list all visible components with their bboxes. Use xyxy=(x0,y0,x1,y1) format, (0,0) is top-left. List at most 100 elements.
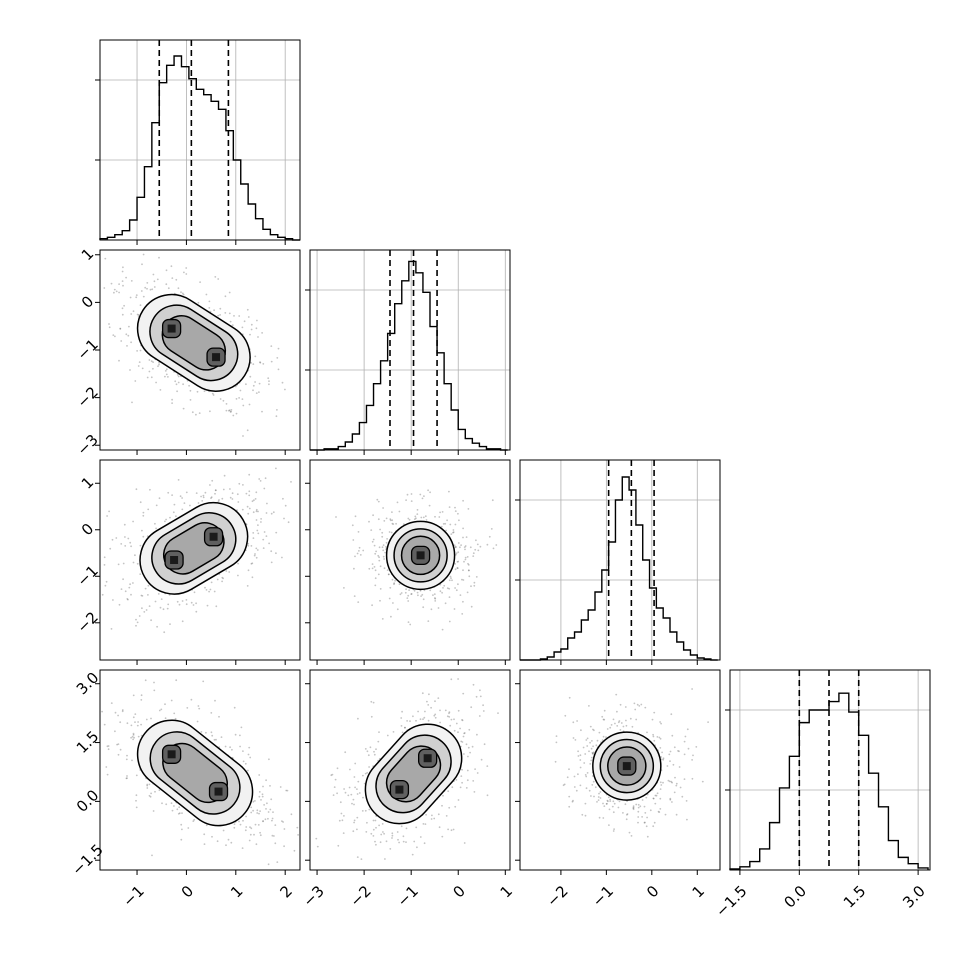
scatter-point xyxy=(256,809,259,812)
scatter-point xyxy=(276,409,278,411)
scatter-point xyxy=(459,594,462,596)
scatter-point xyxy=(271,834,274,837)
scatter-point xyxy=(423,842,426,845)
scatter-point xyxy=(408,518,411,521)
scatter-point xyxy=(256,812,259,814)
scatter-point xyxy=(664,813,667,816)
scatter-point xyxy=(669,760,671,762)
x-tick-label: −1.5 xyxy=(712,882,750,920)
scatter-point xyxy=(103,556,106,559)
scatter-point xyxy=(584,774,587,776)
scatter-point xyxy=(150,717,152,720)
scatter-point xyxy=(407,621,410,623)
scatter-point xyxy=(643,805,646,808)
scatter-point xyxy=(383,832,385,835)
scatter-point xyxy=(573,775,576,778)
scatter-point xyxy=(103,723,106,726)
scatter-point xyxy=(592,780,595,783)
scatter-point xyxy=(162,608,165,611)
scatter-point xyxy=(139,573,142,575)
scatter-point xyxy=(357,601,360,603)
scatter-point xyxy=(412,715,414,718)
scatter-point xyxy=(467,569,470,572)
scatter-point xyxy=(262,538,265,541)
scatter-point xyxy=(613,828,615,830)
scatter-point xyxy=(364,772,367,775)
scatter-point xyxy=(660,756,662,758)
scatter-point xyxy=(214,699,216,702)
scatter-point xyxy=(400,592,403,594)
scatter-point xyxy=(411,853,414,856)
scatter-point xyxy=(152,361,155,363)
scatter-point xyxy=(384,858,386,860)
scatter-point xyxy=(417,710,419,713)
x-tick-label: −1 xyxy=(394,882,422,910)
scatter-point xyxy=(377,554,380,557)
scatter-point xyxy=(464,548,466,551)
density-peak-core xyxy=(416,551,425,560)
scatter-point xyxy=(132,582,134,584)
scatter-point xyxy=(126,775,128,777)
scatter-point xyxy=(265,512,268,514)
scatter-point xyxy=(410,500,413,502)
scatter-point xyxy=(146,784,149,787)
scatter-point xyxy=(197,502,200,504)
scatter-point xyxy=(127,537,130,540)
scatter-point xyxy=(456,567,459,569)
scatter-point xyxy=(454,568,457,571)
scatter-point xyxy=(646,731,648,734)
scatter-point xyxy=(246,429,249,432)
scatter-point xyxy=(581,813,584,816)
scatter-point xyxy=(351,524,354,527)
scatter-point xyxy=(374,569,377,572)
scatter-point xyxy=(396,608,399,611)
scatter-point xyxy=(293,849,296,852)
scatter-point xyxy=(252,537,255,539)
scatter-point xyxy=(277,368,280,371)
scatter-point xyxy=(205,731,207,734)
scatter-point xyxy=(136,621,139,624)
x-tick-label: 0.0 xyxy=(780,882,810,912)
scatter-point xyxy=(574,739,577,741)
scatter-point xyxy=(285,789,288,792)
scatter-point xyxy=(153,286,156,288)
scatter-point xyxy=(263,531,266,533)
scatter-point xyxy=(195,492,198,494)
scatter-point xyxy=(253,499,255,502)
scatter-point xyxy=(466,769,469,772)
scatter-point xyxy=(583,762,586,764)
scatter-point xyxy=(427,620,430,622)
scatter-point xyxy=(646,816,648,819)
scatter-point xyxy=(378,731,380,733)
scatter-point xyxy=(462,499,464,502)
scatter-point xyxy=(417,594,419,597)
scatter-point xyxy=(281,820,283,822)
scatter-point xyxy=(282,497,284,500)
scatter-point xyxy=(370,715,373,718)
scatter-point xyxy=(669,798,672,801)
scatter-point xyxy=(351,802,353,805)
scatter-point xyxy=(659,721,661,723)
scatter-point xyxy=(181,600,184,602)
scatter-point xyxy=(637,821,639,824)
scatter-point xyxy=(595,744,598,747)
scatter-point xyxy=(139,501,142,504)
scatter-point xyxy=(258,391,260,393)
scatter-point xyxy=(239,734,241,737)
scatter-point xyxy=(279,786,282,788)
scatter-point xyxy=(352,539,355,541)
scatter-point xyxy=(165,373,168,376)
scatter-point xyxy=(213,738,216,741)
scatter-point xyxy=(245,826,248,828)
scatter-point xyxy=(653,711,656,714)
scatter-point xyxy=(225,403,228,405)
scatter-point xyxy=(140,290,143,292)
scatter-point xyxy=(146,282,149,284)
scatter-point xyxy=(479,695,482,698)
scatter-point xyxy=(119,328,122,330)
y-tick-label: −2 xyxy=(73,608,101,636)
scatter-point xyxy=(599,791,602,793)
scatter-point xyxy=(669,750,672,753)
scatter-point xyxy=(448,806,451,809)
scatter-point xyxy=(372,701,375,704)
